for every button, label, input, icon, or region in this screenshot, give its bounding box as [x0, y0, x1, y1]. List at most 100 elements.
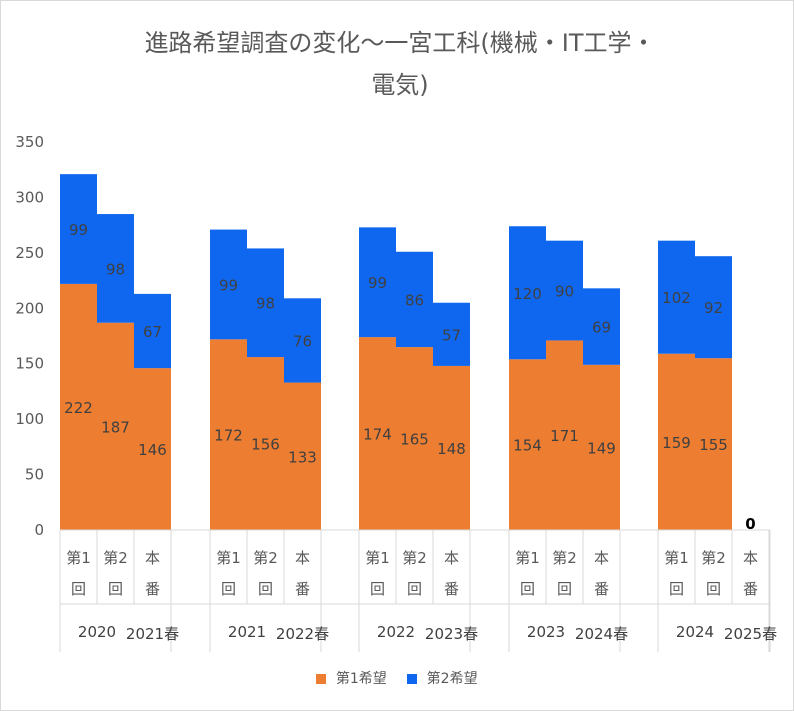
y-tick-label: 50 — [25, 466, 44, 484]
data-label-first: 155 — [699, 436, 728, 454]
category-label-line-2: 回 — [370, 580, 385, 598]
bar-first-choice — [97, 322, 134, 530]
bar-second-choice — [210, 229, 247, 340]
data-label-second: 99 — [219, 276, 238, 294]
legend-swatch-second — [407, 674, 418, 684]
data-label-second: 76 — [293, 332, 312, 350]
y-tick-label: 0 — [34, 521, 44, 539]
bar-second-choice — [433, 302, 470, 366]
category-label-line-1: 第2 — [552, 549, 577, 567]
bar-second-choice — [546, 240, 583, 341]
bar-first-choice — [210, 339, 247, 530]
bar-second-choice — [284, 298, 321, 383]
bar-first-choice — [134, 368, 171, 530]
y-tick-label: 200 — [15, 299, 44, 317]
category-label-line-2: 回 — [221, 580, 236, 598]
data-label-second: 90 — [555, 283, 574, 301]
bar-first-choice — [247, 357, 284, 530]
group-label-year: 2024 — [676, 623, 714, 641]
chart-title-line-2: 電気) — [371, 71, 429, 99]
data-label-first: 0 — [745, 515, 755, 533]
group-label-next-spring: 2022春 — [276, 625, 329, 643]
bar-second-choice — [396, 251, 433, 348]
data-label-first: 187 — [101, 418, 130, 436]
data-label-first: 174 — [363, 426, 392, 444]
category-label-line-1: 本 — [743, 549, 758, 567]
category-label-line-2: 番 — [444, 580, 459, 598]
data-label-second: 102 — [662, 289, 691, 307]
bar-first-choice — [60, 283, 97, 530]
bar-first-choice — [396, 347, 433, 530]
legend-item-second: 第2希望 — [407, 668, 478, 688]
data-label-second: 57 — [442, 326, 461, 344]
category-label-line-1: 第1 — [66, 549, 91, 567]
bar-second-choice — [583, 288, 620, 365]
category-label-line-2: 回 — [108, 580, 123, 598]
group-label-year: 2021 — [228, 623, 266, 641]
data-label-first: 159 — [662, 434, 691, 452]
y-tick-label: 300 — [15, 188, 44, 206]
bar-first-choice — [658, 353, 695, 530]
chart-title: 進路希望調査の変化～一宮工科(機械・IT工学・ 電気) — [40, 22, 760, 106]
y-tick-label: 100 — [15, 410, 44, 428]
data-label-second: 98 — [106, 260, 125, 278]
category-label-line-2: 回 — [706, 580, 721, 598]
category-label-line-1: 本 — [145, 549, 160, 567]
data-label-first: 172 — [214, 427, 243, 445]
category-label-line-2: 回 — [669, 580, 684, 598]
data-label-first: 165 — [400, 431, 429, 449]
category-label-line-1: 本 — [444, 549, 459, 567]
group-label-year: 2023 — [527, 623, 565, 641]
bar-first-choice — [359, 337, 396, 530]
category-label-line-2: 番 — [145, 580, 160, 598]
legend-label-second: 第2希望 — [426, 671, 478, 687]
data-label-second: 86 — [405, 291, 424, 309]
data-label-first: 149 — [587, 439, 616, 457]
bar-second-choice — [60, 174, 97, 284]
category-label-line-1: 第1 — [515, 549, 540, 567]
data-label-first: 154 — [513, 437, 542, 455]
category-label-line-2: 番 — [743, 580, 758, 598]
data-label-second: 98 — [256, 295, 275, 313]
group-label-next-spring: 2024春 — [575, 625, 628, 643]
group-label-year: 2022 — [377, 623, 415, 641]
bar-first-choice — [546, 340, 583, 530]
category-label-line-2: 回 — [520, 580, 535, 598]
data-label-first: 148 — [437, 440, 466, 458]
data-label-second: 99 — [368, 274, 387, 292]
bar-second-choice — [247, 248, 284, 358]
group-label-next-spring: 2023春 — [425, 625, 478, 643]
bar-second-choice — [97, 214, 134, 323]
bar-second-choice — [509, 226, 546, 360]
y-tick-label: 150 — [15, 355, 44, 373]
bar-first-choice — [284, 382, 321, 530]
category-label-line-1: 第2 — [103, 549, 128, 567]
category-label-line-1: 第2 — [701, 549, 726, 567]
category-label-line-1: 第2 — [402, 549, 427, 567]
category-label-line-2: 番 — [295, 580, 310, 598]
category-label-line-2: 回 — [71, 580, 86, 598]
bar-second-choice — [359, 227, 396, 338]
legend-item-first: 第1希望 — [316, 668, 387, 688]
category-label-line-1: 本 — [295, 549, 310, 567]
category-label-line-1: 第1 — [216, 549, 241, 567]
category-label-line-2: 番 — [594, 580, 609, 598]
y-tick-label: 250 — [15, 244, 44, 262]
bar-second-choice — [695, 256, 732, 359]
category-label-line-2: 回 — [258, 580, 273, 598]
data-label-first: 171 — [550, 427, 579, 445]
category-label-line-1: 本 — [594, 549, 609, 567]
legend-swatch-first — [316, 674, 327, 684]
category-label-line-2: 回 — [407, 580, 422, 598]
data-label-first: 222 — [64, 399, 93, 417]
category-label-line-1: 第2 — [253, 549, 278, 567]
legend: 第1希望 第2希望 — [0, 668, 794, 688]
bar-first-choice — [433, 365, 470, 530]
data-label-first: 146 — [138, 441, 167, 459]
bar-second-choice — [658, 240, 695, 354]
bar-second-choice — [134, 293, 171, 369]
y-tick-label: 350 — [15, 133, 44, 151]
data-label-second: 92 — [704, 299, 723, 317]
data-label-second: 69 — [592, 319, 611, 337]
